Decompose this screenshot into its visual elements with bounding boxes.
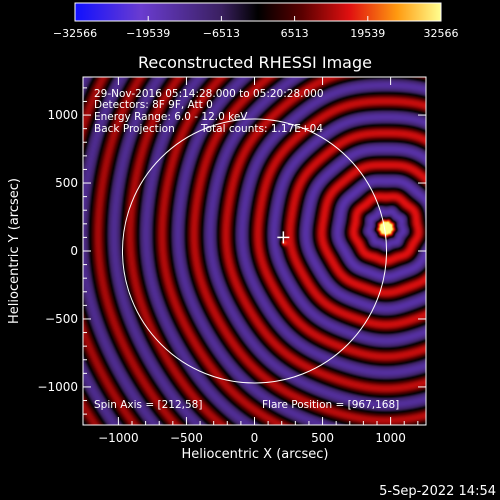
x-axis-ticks: −1000 −500 0 500 1000 (98, 77, 419, 445)
colorbar-tick-label: −32566 (53, 27, 97, 40)
plot-annotations: 29-Nov-2016 05:14:28.000 to 05:20:28.000… (94, 88, 399, 411)
annotation-energy-range: Energy Range: 6.0 - 12.0 keV (94, 111, 248, 123)
y-axis-label: Heliocentric Y (arcsec) (7, 178, 22, 324)
heatmap-image (83, 77, 426, 425)
x-tick-label: −500 (170, 431, 203, 445)
x-tick-label: 0 (251, 431, 259, 445)
y-tick-label: 500 (55, 176, 78, 190)
colorbar-tick-label: −19539 (126, 27, 170, 40)
annotation-total-counts: Total counts: 1.17E+04 (200, 123, 323, 135)
solar-limb-circle (121, 118, 388, 384)
colorbar-ticks: −32566 −19539 −6513 6513 19539 32566 (53, 16, 459, 40)
annotation-time-range: 29-Nov-2016 05:14:28.000 to 05:20:28.000 (94, 88, 324, 100)
annotation-detectors: Detectors: 8F 9F, Att 0 (94, 99, 213, 111)
footer-date: 5-Sep-2022 14:54 (379, 484, 496, 499)
y-tick-label: 1000 (47, 108, 78, 122)
y-tick-label: −500 (45, 312, 78, 326)
annotation-spin-axis: Spin Axis = [212,58] (94, 399, 202, 411)
colorbar-tick-label: 19539 (350, 27, 385, 40)
annotation-method: Back Projection (94, 123, 175, 135)
spin-axis-marker (277, 231, 290, 244)
colorbar-gradient (74, 2, 442, 22)
y-tick-label: 0 (70, 244, 78, 258)
colorbar-tick-label: 32566 (424, 27, 459, 40)
chart-title: Reconstructed RHESSI Image (138, 53, 372, 72)
annotation-flare-position: Flare Position = [967,168] (262, 399, 399, 411)
plot-area: −1000 −500 0 500 1000 −1000 −500 0 500 1000 29-N… (37, 76, 427, 445)
x-tick-label: 500 (311, 431, 334, 445)
colorbar-tick-label: −6513 (203, 27, 240, 40)
colorbar-tick-label: 6513 (281, 27, 309, 40)
y-axis-ticks: −1000 −500 0 500 1000 (37, 87, 426, 415)
x-tick-label: 1000 (375, 431, 406, 445)
x-tick-label: −1000 (98, 431, 139, 445)
x-axis-label: Heliocentric X (arcsec) (182, 447, 329, 462)
colorbar: −32566 −19539 −6513 6513 19539 32566 (53, 2, 459, 40)
y-tick-label: −1000 (37, 380, 78, 394)
